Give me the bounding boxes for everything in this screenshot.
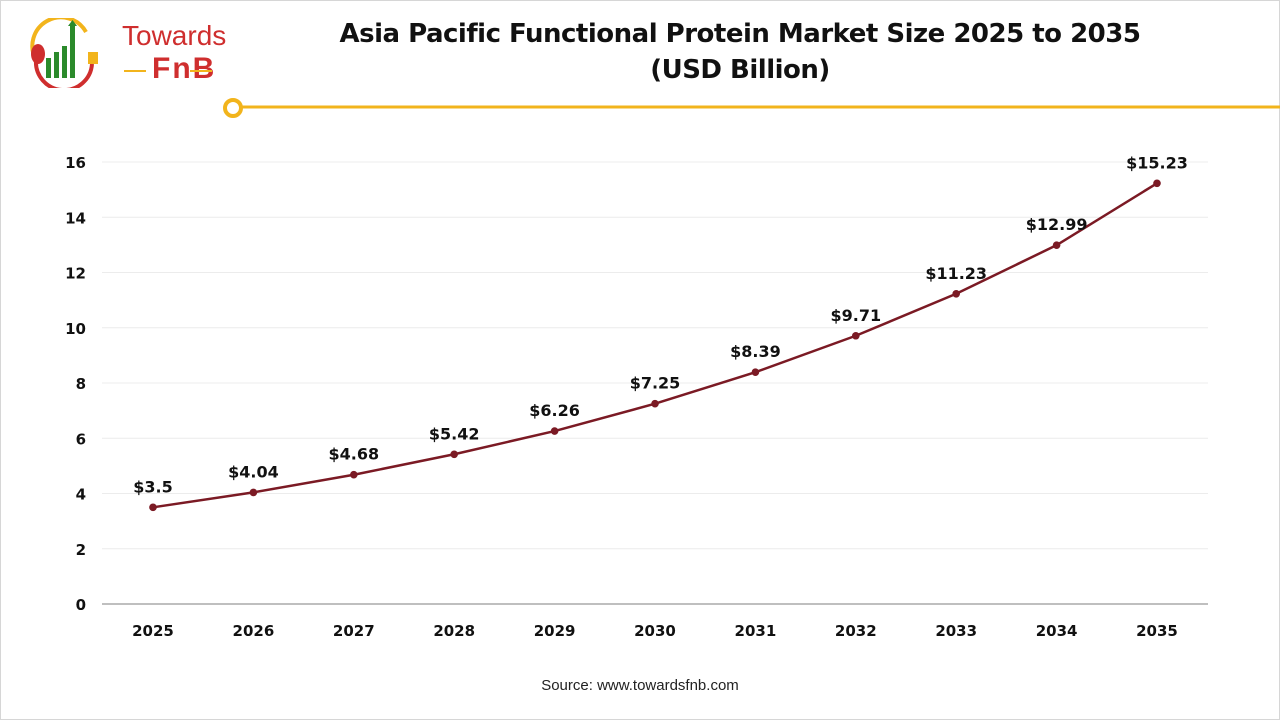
x-tick-label: 2034 (1036, 622, 1078, 640)
y-tick-label: 12 (65, 265, 86, 283)
logo-icon (30, 15, 98, 92)
x-tick-label: 2035 (1136, 622, 1178, 640)
data-label: $12.99 (1026, 215, 1088, 234)
y-tick-label: 14 (65, 209, 86, 227)
data-point (249, 488, 258, 497)
data-label: $11.23 (925, 264, 987, 283)
x-tick-label: 2029 (534, 622, 576, 640)
data-point (1153, 179, 1161, 188)
data-point (450, 450, 459, 459)
data-label: $7.25 (630, 374, 681, 393)
title-line-2: (USD Billion) (650, 55, 830, 85)
data-point (350, 470, 358, 479)
y-tick-label: 10 (65, 320, 86, 338)
x-tick-label: 2032 (835, 622, 877, 640)
y-tick-label: 0 (76, 596, 86, 614)
data-point (952, 289, 960, 298)
x-tick-label: 2027 (333, 622, 375, 640)
y-tick-label: 16 (65, 154, 86, 172)
data-label: $15.23 (1126, 153, 1188, 172)
series-line (152, 182, 1158, 509)
x-tick-label: 2030 (634, 622, 676, 640)
x-tick-label: 2033 (935, 622, 977, 640)
data-label: $6.26 (529, 401, 580, 420)
data-point (852, 331, 860, 340)
logo-wordmark-fnb: FnB (152, 52, 217, 85)
source-note: Source: www.towardsfnb.com (541, 677, 739, 694)
data-label: $4.68 (328, 445, 379, 464)
chart-title: Asia Pacific Functional Protein Market S… (300, 16, 1180, 88)
data-point (751, 368, 760, 377)
data-point (651, 399, 659, 408)
data-label: $8.39 (730, 342, 781, 361)
data-label: $4.04 (228, 462, 279, 481)
data-label: $5.42 (429, 424, 480, 443)
x-tick-label: 2031 (735, 622, 777, 640)
y-tick-label: 8 (76, 375, 86, 393)
data-label: $9.71 (830, 306, 881, 325)
title-line-1: Asia Pacific Functional Protein Market S… (339, 19, 1141, 49)
y-tick-label: 6 (76, 430, 86, 448)
data-point (1052, 241, 1061, 249)
y-tick-label: 2 (76, 541, 86, 559)
data-point (149, 503, 157, 512)
title-divider (223, 98, 1280, 118)
data-label: $3.5 (133, 477, 172, 496)
x-tick-label: 2026 (233, 622, 275, 640)
towards-fnb-logo: Towards FnB (26, 15, 226, 92)
logo-wordmark: Towards (122, 20, 227, 51)
data-point (550, 427, 559, 435)
y-tick-label: 4 (76, 486, 86, 504)
x-tick-label: 2028 (433, 622, 475, 640)
x-tick-label: 2025 (132, 622, 174, 640)
